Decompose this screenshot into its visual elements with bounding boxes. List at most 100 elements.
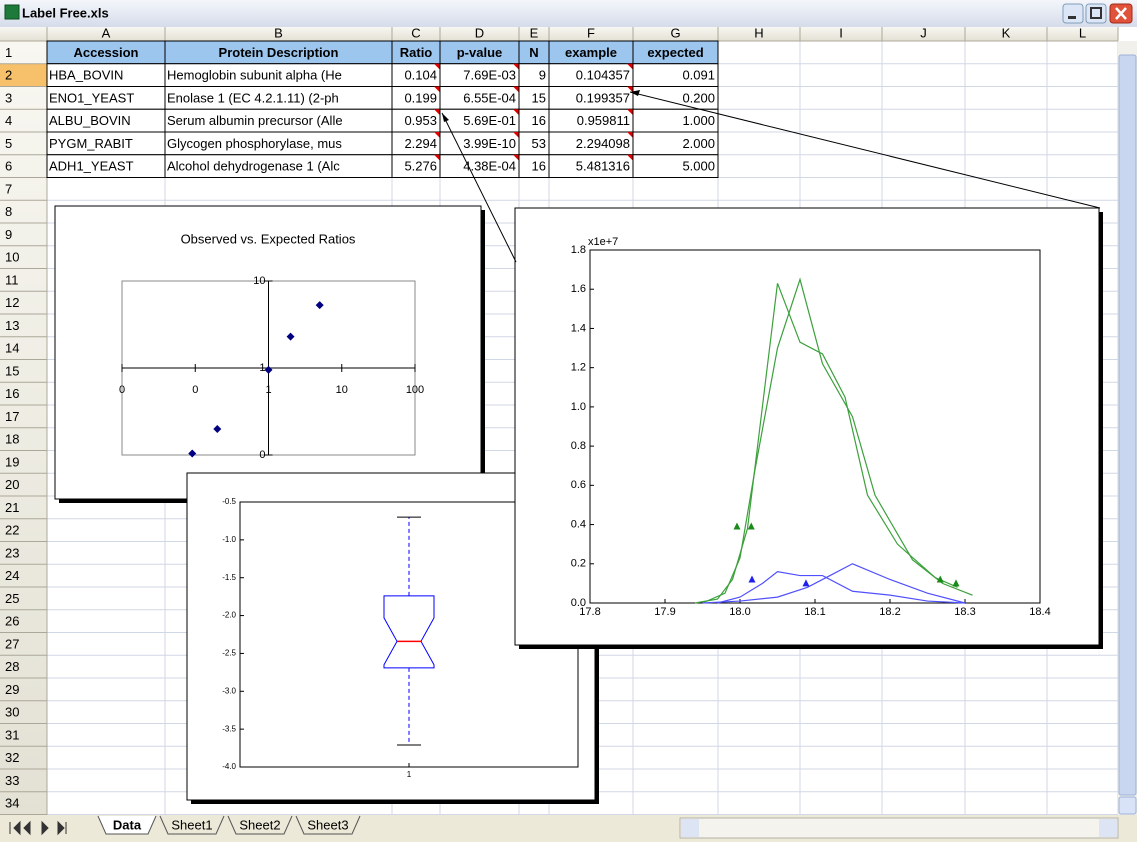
close-glyph: [1115, 7, 1127, 20]
cell-text: Hemoglobin subunit alpha (He: [167, 68, 342, 83]
y-tick-label: 0: [259, 449, 265, 461]
data-point: [315, 301, 324, 310]
row-number: 28: [5, 659, 19, 674]
column-letter: H: [754, 25, 763, 40]
x-tick-label: 100: [406, 384, 424, 396]
x-tick-label: 1: [265, 384, 271, 396]
y-tick-label: -4.0: [222, 762, 236, 771]
arrowhead: [442, 113, 449, 122]
y-tick-label: 0.0: [571, 597, 586, 609]
arrow-line: [629, 91, 1101, 209]
row-number: 19: [5, 454, 19, 469]
cell-text: 2.000: [682, 136, 715, 151]
column-letter: F: [587, 25, 595, 40]
maximize-button[interactable]: [1085, 3, 1107, 24]
series-line: [702, 277, 973, 604]
arrow-line: [441, 112, 517, 263]
vertical-scrollbar[interactable]: [1118, 41, 1137, 815]
row-number: 21: [5, 500, 19, 515]
scroll-thumb[interactable]: [1118, 54, 1137, 796]
arrowhead: [630, 90, 640, 96]
header-cell-text: Accession: [73, 45, 138, 60]
window-buttons: [1062, 3, 1133, 24]
cell-text: PYGM_RABIT: [49, 136, 133, 151]
cell-text: Glycogen phosphorylase, mus: [167, 136, 342, 151]
header-cell-text: expected: [647, 45, 703, 60]
y-tick-label: 1.0: [571, 401, 586, 413]
y-tick-label: -0.5: [222, 497, 236, 506]
scroll-right[interactable]: [1099, 819, 1117, 837]
column-letter: E: [530, 25, 539, 40]
cell-text: ENO1_YEAST: [49, 90, 134, 105]
cell-text: 5.276: [404, 159, 437, 174]
cell-text: Alcohol dehydrogenase 1 (Alc: [167, 159, 340, 174]
row-number: 26: [5, 614, 19, 629]
cell-text: ADH1_YEAST: [49, 159, 134, 174]
y-tick-label: -1.0: [222, 535, 236, 544]
column-letter: G: [670, 25, 680, 40]
y-tick-label: 1.8: [571, 244, 586, 256]
y-tick-label: 0.6: [571, 479, 586, 491]
data-point: [213, 424, 222, 433]
row-number: 9: [5, 227, 12, 242]
marker: [733, 522, 741, 530]
y-tick-label: -1.5: [222, 573, 236, 582]
data-point: [188, 449, 197, 458]
cell-text: Enolase 1 (EC 4.2.1.11) (2-ph: [167, 90, 339, 105]
cell-text: HBA_BOVIN: [49, 68, 123, 83]
table-cell: [632, 154, 719, 178]
sheet-tab[interactable]: [295, 815, 361, 835]
series-line: [702, 563, 966, 604]
y-tick-label: 1: [259, 362, 265, 374]
comment-indicator: [513, 132, 519, 138]
cell-text: 16: [532, 159, 546, 174]
column-header-bg: [0, 27, 1118, 41]
column-letter: C: [411, 25, 420, 40]
tab-nav-arrows[interactable]: [9, 820, 67, 836]
row-number: 1: [5, 45, 12, 60]
x-tick-label: 0: [192, 384, 198, 396]
cell-text: 5.69E-01: [463, 113, 516, 128]
comment-indicator: [627, 109, 633, 116]
sheet-tab[interactable]: [227, 815, 293, 835]
notched-box: [383, 595, 435, 669]
header-cell-text: N: [529, 45, 538, 60]
horizontal-scrollbar[interactable]: [679, 817, 1119, 839]
y-tick-label: 0.4: [571, 518, 586, 530]
cell-text: 2.294: [404, 136, 437, 151]
row-number: 33: [5, 773, 19, 788]
y-tick-label: 0.2: [571, 558, 586, 570]
sheet-tab[interactable]: [159, 815, 225, 835]
comment-indicator: [627, 154, 633, 161]
comment-indicator: [434, 63, 440, 70]
comment-indicator: [627, 63, 633, 70]
sheet-tab-bar: Data Sheet1 Sheet2 Sheet3: [0, 815, 1137, 842]
sheet-tab-label: Sheet2: [239, 817, 280, 832]
active-row-header: [0, 63, 47, 87]
comment-indicator: [434, 109, 440, 116]
data-point: [286, 332, 295, 341]
scroll-left[interactable]: [681, 819, 699, 837]
cell-text: 0.104357: [576, 68, 630, 83]
plot-area: [589, 249, 1041, 604]
scroll-down[interactable]: [1118, 796, 1137, 815]
window-title: Label Free.xls: [22, 5, 109, 20]
x-tick-label: 17.8: [579, 606, 600, 618]
header-cell-text: p-value: [457, 45, 503, 60]
sheet-tab-label: Sheet3: [307, 817, 348, 832]
minimize-button[interactable]: [1062, 3, 1084, 24]
row-number: 13: [5, 318, 19, 333]
y-tick-label: -3.5: [222, 724, 236, 733]
row-number: 24: [5, 568, 19, 583]
sheet-tab[interactable]: [97, 815, 157, 835]
y-scale-label: x1e+7: [588, 236, 618, 248]
comment-indicator: [513, 86, 519, 93]
header-cell-text: Protein Description: [219, 45, 339, 60]
cell-text: ALBU_BOVIN: [49, 113, 131, 128]
row-number: 29: [5, 682, 19, 697]
row-number: 14: [5, 341, 19, 356]
comment-indicator: [513, 63, 519, 70]
x-tick-label: 0: [119, 384, 125, 396]
column-letter: J: [920, 25, 927, 40]
marker: [747, 522, 755, 530]
